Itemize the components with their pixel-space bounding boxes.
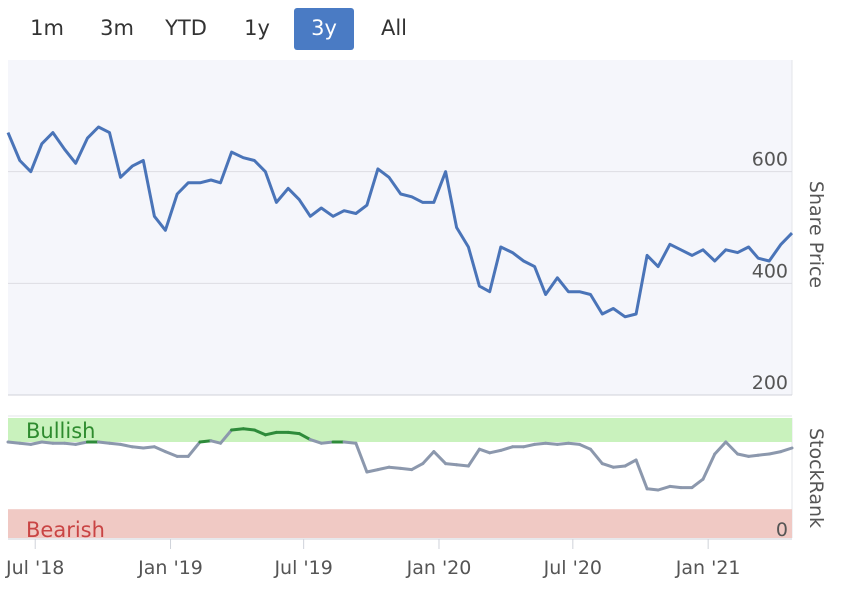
stockrank-line-segment [163,450,179,458]
range-1y-button[interactable]: 1y [244,16,270,40]
stockrank-line-segment [588,447,604,466]
stockrank-line-segment [645,487,660,492]
stockrank-line-segment [544,441,559,446]
x-tick-label: Jul '20 [543,557,602,579]
price-tick-label: 600 [752,149,788,171]
stockrank-line-segment [747,453,760,458]
stockrank-line-segment [297,432,312,442]
stockrank-line-segment [342,440,358,445]
stockrank-line-segment [230,427,245,432]
stockrank-line-segment [319,440,335,445]
bearish-band [8,509,792,538]
stockrank-line-segment [40,440,55,445]
stockrank-line-segment [600,462,615,469]
stockrank-line-segment [767,450,783,456]
stockrank-line-segment [566,441,581,446]
stockrank-line-segment [286,430,301,436]
stockrank-line-segment [724,440,740,456]
stockrank-line-segment [533,441,548,446]
stockrank-line-segment [387,465,403,470]
bullish-band-label: Bullish [26,419,95,443]
stockrank-line-segment [466,447,481,468]
x-tick-label: Jan '20 [406,557,472,579]
price-tick-label: 200 [752,372,788,394]
stockrank-line-segment [186,440,202,458]
stockrank-line-segment [555,441,570,446]
stockrank-line-segment [736,452,751,458]
stockrank-line-segment [29,440,44,446]
stockrank-line-segment [455,463,470,468]
stockrank-line-segment [634,458,649,491]
stockrank-line-segment [18,441,33,446]
stockrank-line-segment [130,445,145,450]
range-3y-button[interactable]: 3y [294,8,354,50]
stockrank-line-segment [119,442,134,449]
price-axis-label: Share Price [805,181,827,288]
stockrank-line-segment [141,445,156,450]
stockrank-line-segment [107,441,123,446]
x-tick-label: Jul '19 [273,557,332,579]
stockrank-line-segment [668,484,683,490]
stockrank-line-segment [690,477,705,490]
stockrank-line-segment [376,465,391,472]
stockrank-line-segment [354,441,369,474]
stockrank-line-segment [577,442,592,451]
stockrank-line-segment [623,458,638,468]
stockrank-line-segment [6,440,22,445]
stockrank-line-segment [779,446,794,454]
stockrank-line-segment [444,462,459,467]
stockrank-line-segment [198,439,213,444]
stockrank-line-segment [713,440,728,456]
stockrank-line-segment [488,448,503,455]
stockrank-line-segment [701,452,717,481]
rank-axis-label: StockRank [805,428,827,528]
stockrank-line-segment [209,439,223,445]
x-tick-label: Jan '19 [137,557,203,579]
range-all-button[interactable]: All [380,16,408,40]
stockrank-line-segment [96,440,111,445]
range-1m-button[interactable]: 1m [30,16,64,40]
bullish-band [8,418,792,442]
x-tick-label: Jul '18 [5,557,64,579]
stockrank-line-segment [252,428,267,437]
range-ytd-button[interactable]: YTD [165,16,207,40]
stockrank-line-segment [421,450,436,466]
stockrank-line-segment [477,447,492,455]
stockrank-line-segment [365,468,380,474]
stockrank-line-segment [219,428,234,445]
stockrank-line-segment [432,450,448,466]
stockrank-line-segment [152,445,167,454]
stockrank-line-segment [308,438,323,445]
price-tick-label: 400 [752,260,788,282]
stockrank-line-segment [263,430,278,437]
bearish-band-label: Bearish [26,518,105,542]
x-tick-label: Jan '21 [675,557,741,579]
stockrank-line-segment [522,442,537,449]
range-3m-button[interactable]: 3m [100,16,134,40]
stockrank-line-segment [410,462,425,472]
stockrank-line-segment [241,427,256,432]
price-plot-background [8,60,792,395]
stockrank-line-segment [499,445,515,452]
stockrank-line-segment [74,440,89,446]
stockrank-line-segment [611,464,627,469]
stockrank-line-segment [656,484,672,492]
rank-tick-label: 0 [776,519,788,541]
stockrank-line-segment [756,452,771,457]
range-selector: 1m 3m YTD 1y 3y All [0,8,460,50]
stockrank-line-segment [399,466,414,472]
stockrank-line-segment [63,441,78,446]
